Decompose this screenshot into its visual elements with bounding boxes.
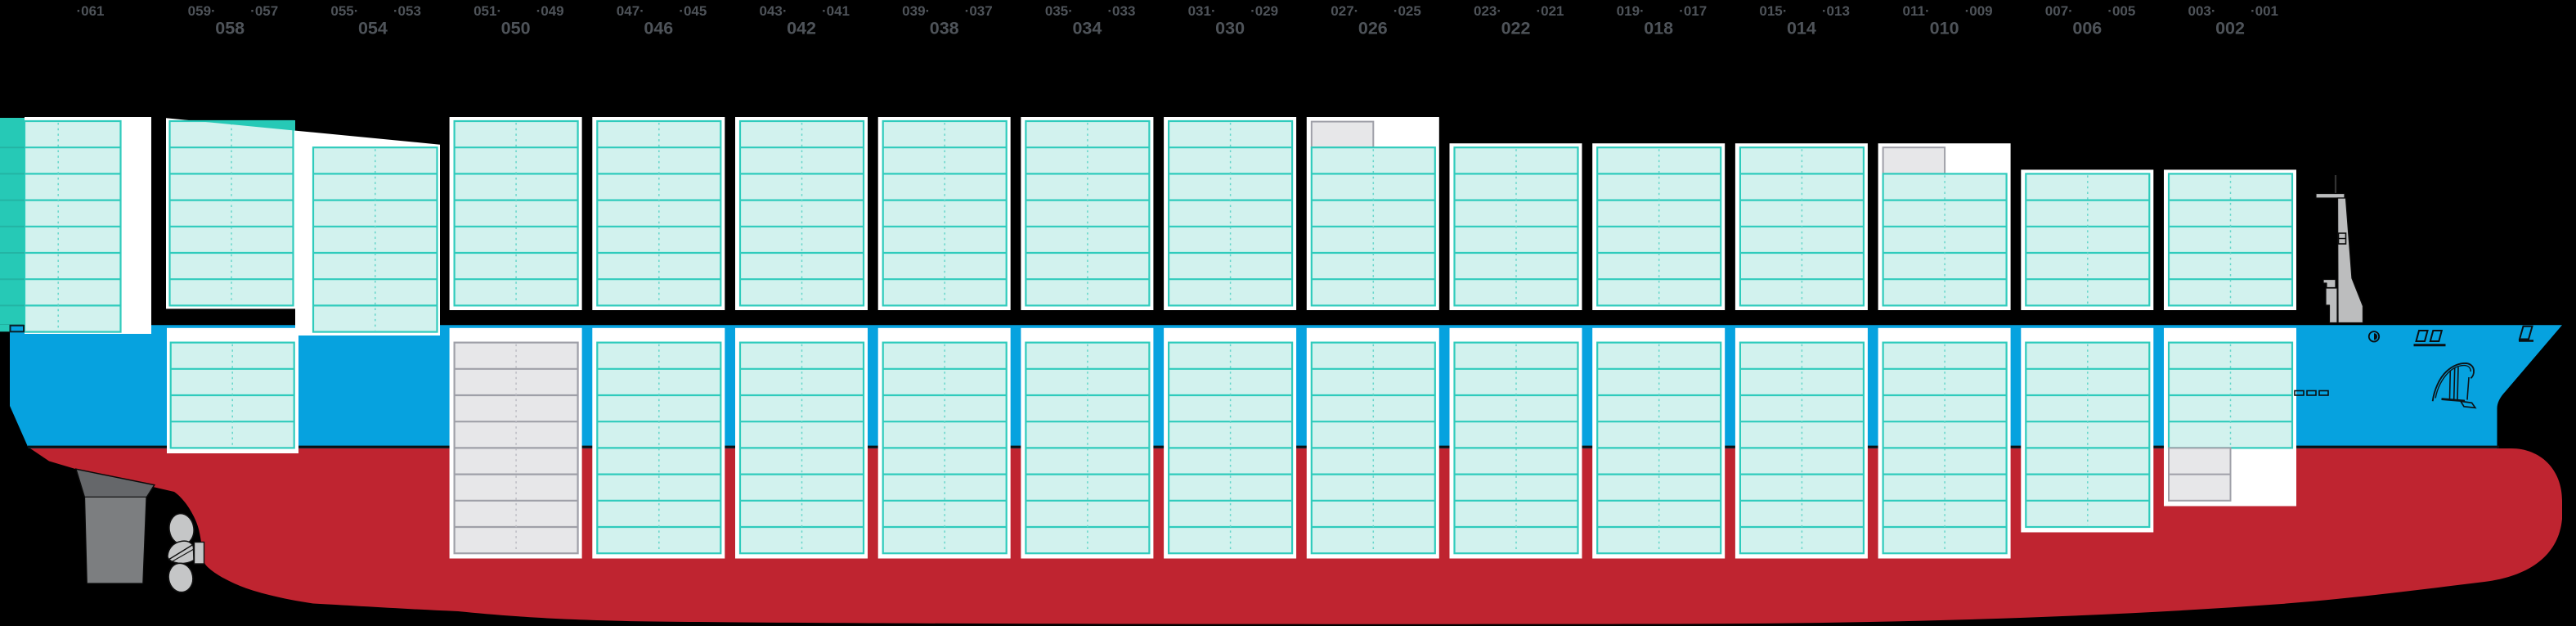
svg-text:034: 034: [1072, 19, 1102, 38]
svg-text:026: 026: [1358, 19, 1388, 38]
svg-text:·025: ·025: [1393, 3, 1421, 19]
svg-text:030: 030: [1215, 19, 1245, 38]
svg-text:058: 058: [215, 19, 245, 38]
svg-text:006: 006: [2072, 19, 2102, 38]
svg-text:046: 046: [644, 19, 673, 38]
svg-text:·005: ·005: [2107, 3, 2135, 19]
svg-text:055·: 055·: [330, 3, 358, 19]
svg-text:019·: 019·: [1617, 3, 1645, 19]
svg-text:·049: ·049: [536, 3, 564, 19]
svg-text:050: 050: [501, 19, 531, 38]
svg-text:·013: ·013: [1822, 3, 1850, 19]
svg-text:·045: ·045: [679, 3, 707, 19]
svg-text:·033: ·033: [1107, 3, 1135, 19]
svg-text:031·: 031·: [1188, 3, 1216, 19]
svg-text:047·: 047·: [617, 3, 644, 19]
svg-text:·017: ·017: [1679, 3, 1707, 19]
svg-text:010: 010: [1930, 19, 1959, 38]
svg-text:·061: ·061: [76, 3, 104, 19]
svg-text:042: 042: [787, 19, 816, 38]
svg-text:002: 002: [2215, 19, 2245, 38]
svg-text:014: 014: [1787, 19, 1816, 38]
svg-text:·057: ·057: [250, 3, 278, 19]
svg-text:003·: 003·: [2188, 3, 2215, 19]
svg-text:054: 054: [358, 19, 388, 38]
svg-text:·001: ·001: [2251, 3, 2278, 19]
svg-text:·021: ·021: [1536, 3, 1564, 19]
svg-text:015·: 015·: [1759, 3, 1787, 19]
svg-text:·037: ·037: [965, 3, 993, 19]
svg-text:043·: 043·: [759, 3, 787, 19]
svg-text:007·: 007·: [2045, 3, 2073, 19]
svg-text:011·: 011·: [1903, 3, 1930, 19]
svg-text:022: 022: [1501, 19, 1531, 38]
svg-text:039·: 039·: [902, 3, 930, 19]
svg-text:018: 018: [1644, 19, 1673, 38]
svg-text:038: 038: [930, 19, 959, 38]
svg-text:027·: 027·: [1331, 3, 1358, 19]
svg-text:059·: 059·: [188, 3, 216, 19]
svg-text:·029: ·029: [1250, 3, 1278, 19]
svg-text:035·: 035·: [1045, 3, 1073, 19]
svg-text:·041: ·041: [822, 3, 850, 19]
svg-text:·053: ·053: [393, 3, 421, 19]
svg-text:023·: 023·: [1474, 3, 1501, 19]
svg-text:·009: ·009: [1965, 3, 1993, 19]
svg-text:051·: 051·: [473, 3, 501, 19]
